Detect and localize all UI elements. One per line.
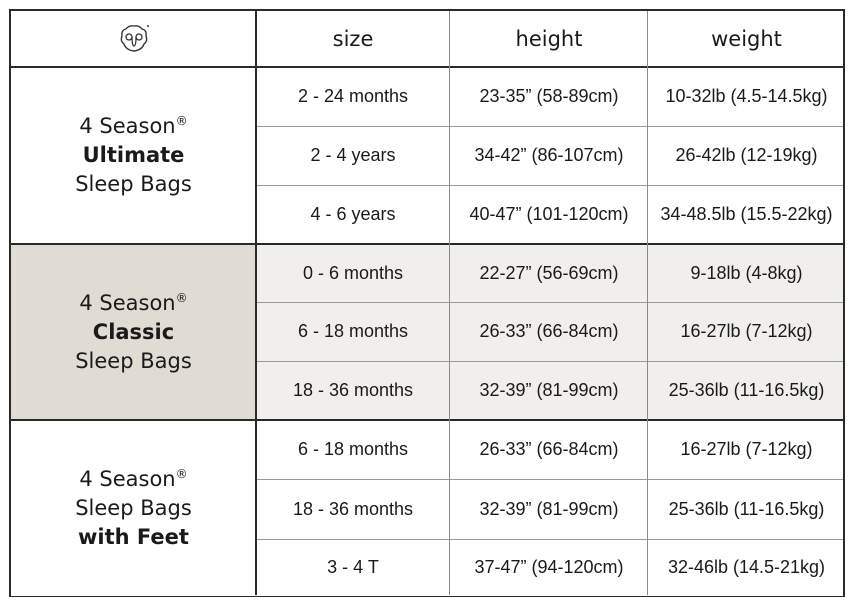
- cell-size: 3 - 4 T: [327, 557, 379, 577]
- row-divider: [256, 361, 843, 362]
- label-text: Sleep Bags: [75, 172, 192, 196]
- column-header-weight: weight: [711, 27, 782, 51]
- cell-weight: 9-18lb (4-8kg): [690, 262, 803, 283]
- product-group-label: 4 Season® Ultimate Sleep Bags: [11, 67, 256, 244]
- size-chart-table: size height weight 4 Season® Ultimate Sleep B…: [9, 9, 845, 597]
- label-text: with Feet: [78, 524, 189, 549]
- cell-height: 40-47” (101-120cm): [469, 204, 629, 224]
- row-divider: [256, 302, 843, 303]
- label-text: 4 Season: [79, 114, 176, 138]
- logo-cell: [11, 11, 256, 67]
- row-divider: [256, 185, 843, 186]
- label-text: Ultimate: [82, 143, 185, 167]
- group-rows-bg: [256, 244, 843, 420]
- cell-size: 6 - 18 months: [297, 439, 409, 459]
- product-label-line: Ultimate: [83, 141, 185, 170]
- cell-size: 2 - 24 months: [297, 86, 409, 106]
- cell-height: 23-35” (58-89cm): [479, 86, 619, 106]
- cell-size: 18 - 36 months: [292, 380, 414, 400]
- product-label-line: Classic: [93, 318, 174, 347]
- group-divider: [11, 419, 843, 421]
- cell-size: 2 - 4 years: [310, 145, 396, 165]
- cell-weight: 25-36lb (11-16.5kg): [668, 380, 825, 400]
- cell-size: 0 - 6 months: [302, 262, 404, 283]
- column-divider: [647, 11, 648, 595]
- label-text: 4 Season: [79, 466, 176, 491]
- product-label-line: Sleep Bags: [75, 347, 192, 376]
- label-text: Sleep Bags: [75, 348, 192, 373]
- cell-weight: 32-46lb (14.5-21kg): [667, 557, 826, 577]
- cell-weight: 16-27lb (7-12kg): [680, 439, 813, 459]
- cell-height: 32-39” (81-99cm): [479, 380, 619, 400]
- cell-weight: 10-32lb (4.5-14.5kg): [665, 86, 828, 106]
- product-label-line: 4 Season®: [79, 112, 187, 141]
- cell-size: 4 - 6 years: [310, 204, 396, 224]
- cell-size: 6 - 18 months: [297, 321, 409, 341]
- sheep-face-icon: [120, 25, 149, 52]
- cell-height: 32-39” (81-99cm): [479, 498, 619, 519]
- product-label-line: with Feet: [78, 523, 189, 552]
- group-divider: [11, 66, 843, 68]
- cell-height: 26-33” (66-84cm): [479, 439, 619, 459]
- product-label-line: 4 Season®: [79, 465, 187, 494]
- registered-mark: ®: [175, 290, 188, 305]
- label-text: Classic: [92, 319, 175, 344]
- group-rows-bg: [256, 67, 843, 244]
- product-label-line: 4 Season®: [79, 289, 187, 318]
- product-label-line: Sleep Bags: [75, 494, 192, 523]
- column-header-size: size: [332, 27, 374, 51]
- column-divider: [449, 11, 450, 595]
- cell-height: 34-42” (86-107cm): [474, 145, 624, 165]
- registered-mark: ®: [175, 466, 188, 481]
- row-divider: [256, 126, 843, 127]
- label-text: Sleep Bags: [75, 495, 192, 520]
- product-group-label: 4 Season® Sleep Bags with Feet: [11, 420, 256, 596]
- cell-height: 37-47” (94-120cm): [474, 557, 624, 577]
- product-group-label: 4 Season® Classic Sleep Bags: [11, 244, 256, 420]
- cell-height: 26-33” (66-84cm): [479, 321, 619, 341]
- row-divider: [256, 479, 843, 480]
- row-divider: [256, 539, 843, 540]
- label-text: 4 Season: [79, 290, 176, 315]
- cell-height: 22-27” (56-69cm): [479, 262, 619, 283]
- product-label-line: Sleep Bags: [75, 170, 192, 199]
- cell-weight: 34-48.5lb (15.5-22kg): [660, 204, 833, 224]
- registered-mark: ®: [175, 114, 188, 128]
- column-divider: [255, 11, 257, 595]
- cell-weight: 26-42lb (12-19kg): [675, 145, 818, 165]
- cell-size: 18 - 36 months: [292, 498, 414, 519]
- cell-weight: 16-27lb (7-12kg): [680, 321, 813, 341]
- group-rows-bg: [256, 420, 843, 596]
- cell-weight: 25-36lb (11-16.5kg): [668, 498, 825, 519]
- group-divider: [11, 243, 843, 245]
- column-header-height: height: [515, 27, 583, 51]
